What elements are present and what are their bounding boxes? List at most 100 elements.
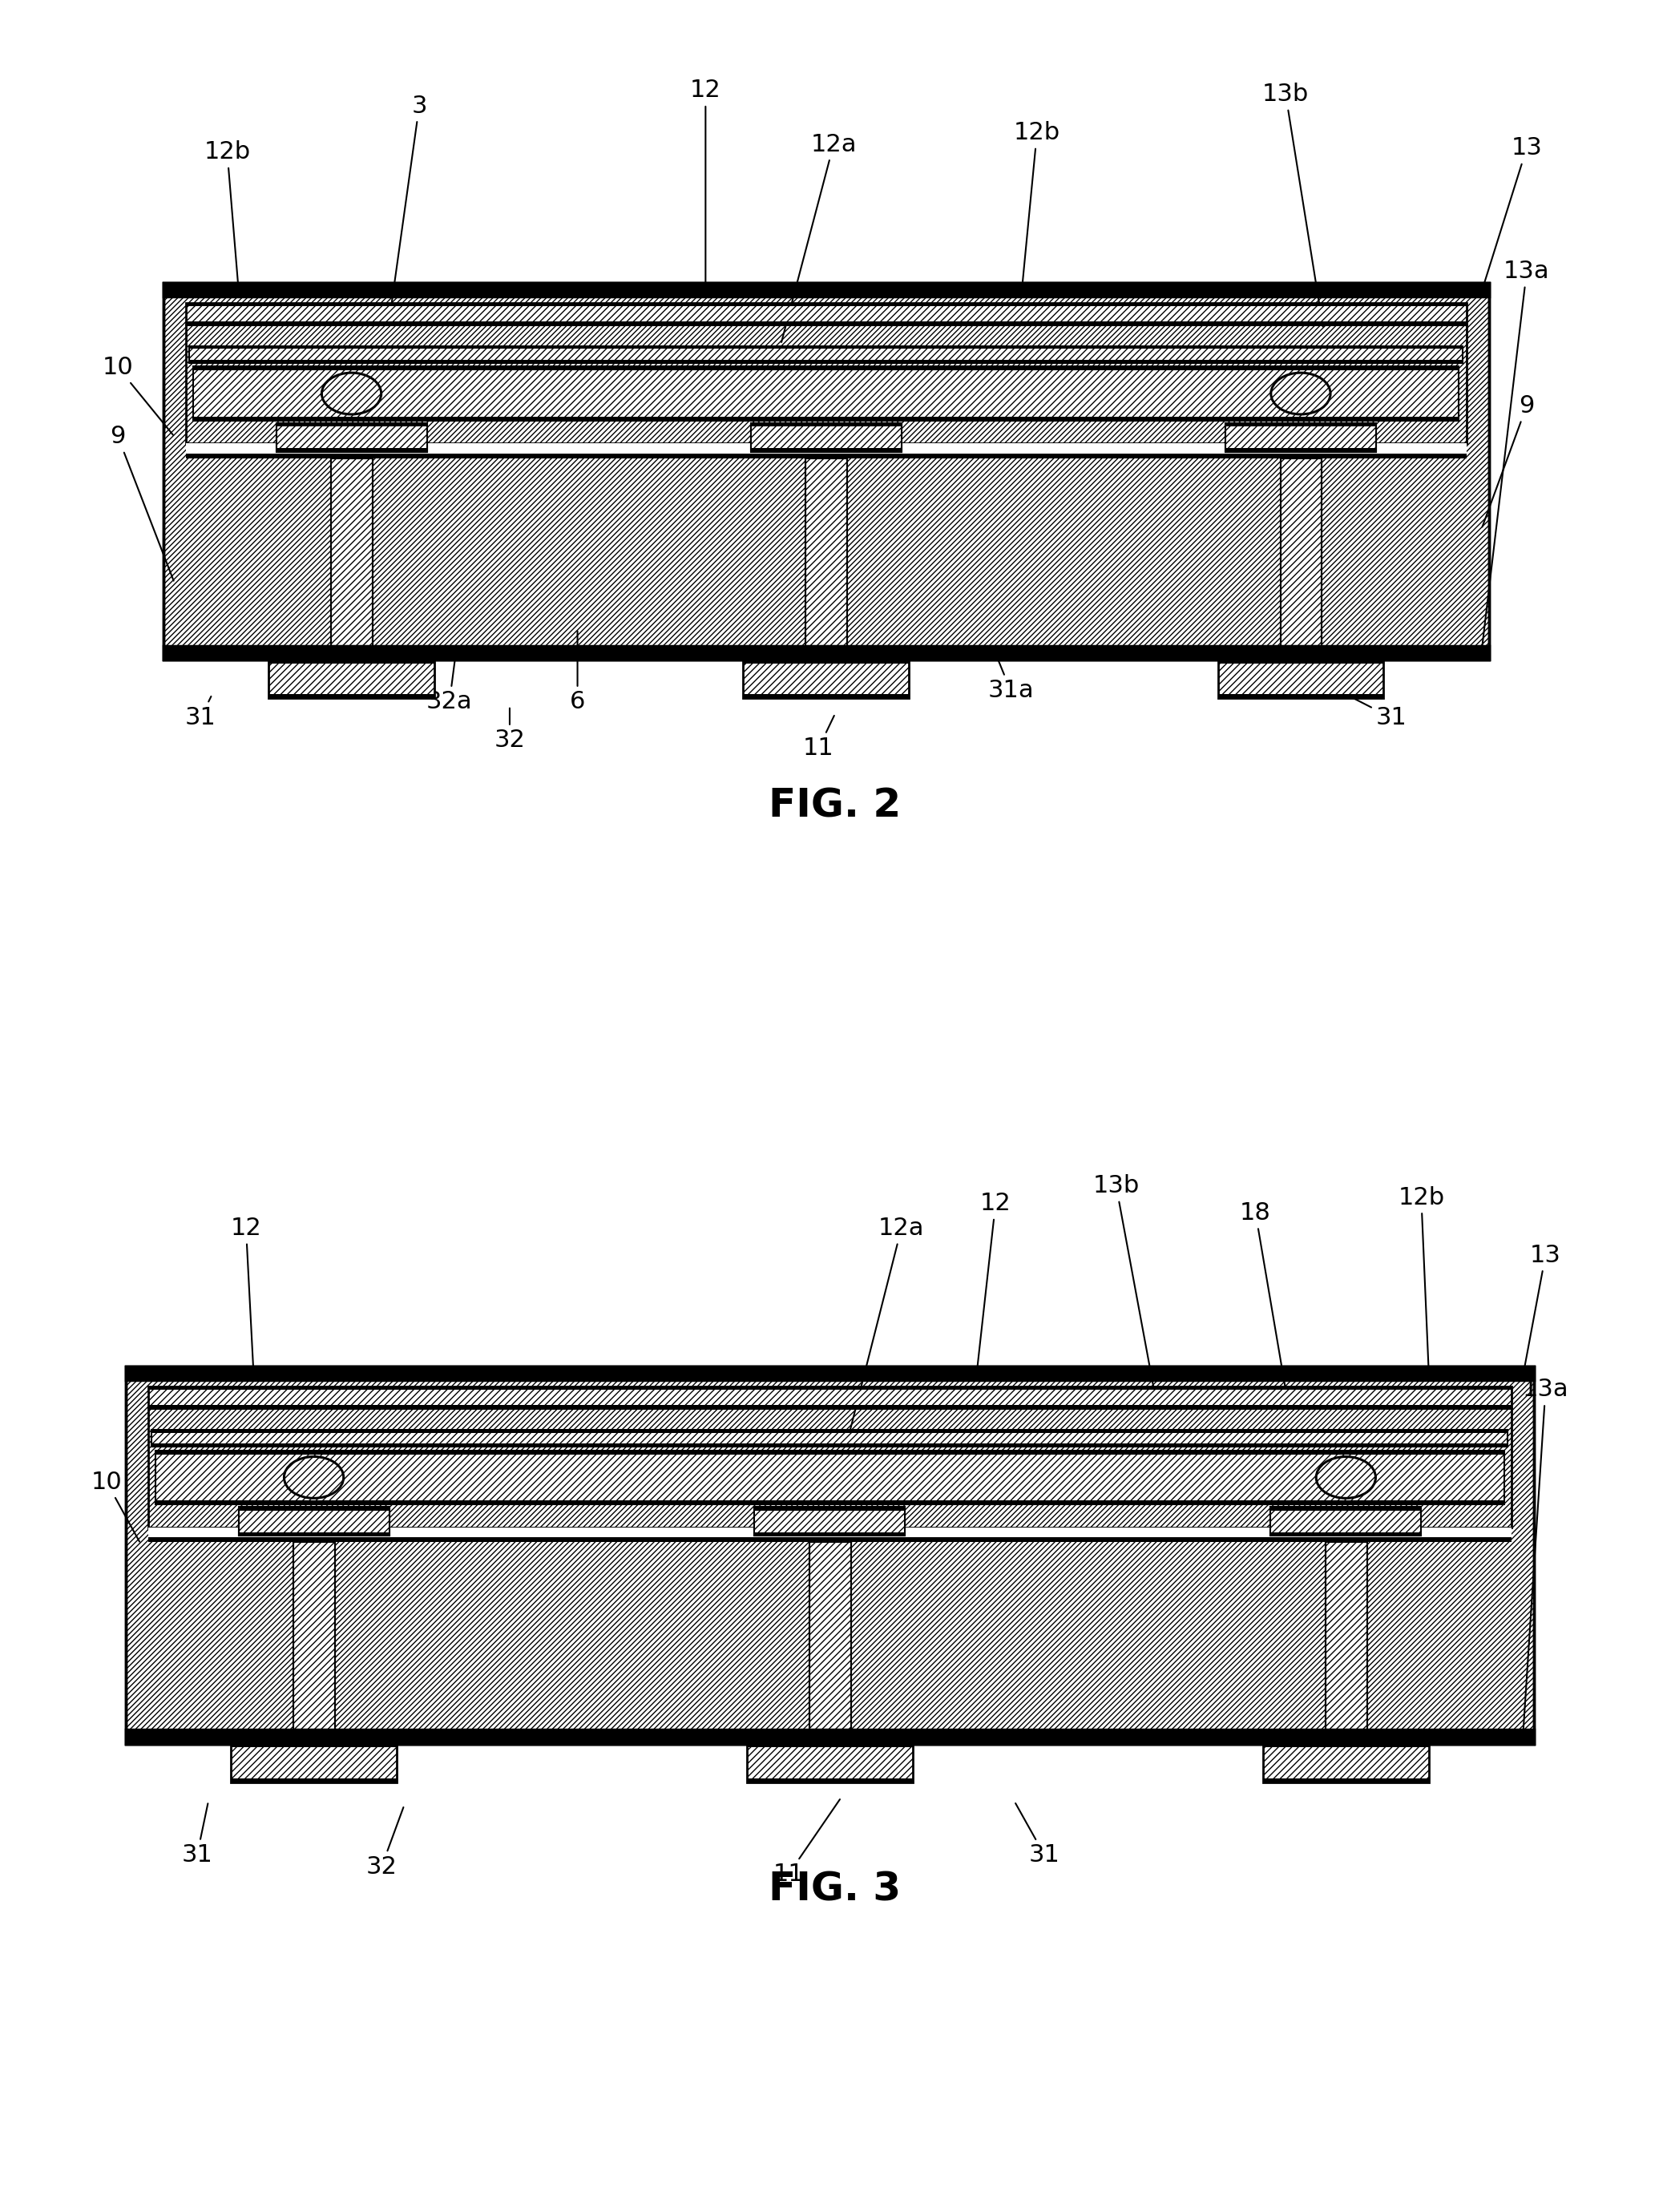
Text: 6: 6 bbox=[570, 630, 585, 714]
Text: 13: 13 bbox=[1482, 137, 1542, 290]
Bar bbox=[149, 1537, 1512, 1542]
Bar bbox=[164, 283, 1489, 659]
Bar bbox=[239, 1506, 389, 1511]
Bar bbox=[239, 1506, 389, 1535]
Bar bbox=[276, 422, 426, 427]
Bar bbox=[231, 1743, 396, 1747]
Bar bbox=[164, 283, 1489, 296]
Bar bbox=[744, 659, 909, 699]
Bar bbox=[1225, 449, 1375, 451]
Bar bbox=[1263, 1743, 1429, 1783]
Bar bbox=[750, 422, 901, 451]
Bar bbox=[1270, 1506, 1422, 1535]
Bar bbox=[185, 303, 1467, 305]
Bar bbox=[185, 453, 1467, 458]
Text: 31: 31 bbox=[185, 697, 216, 730]
Bar bbox=[239, 1506, 389, 1535]
Bar bbox=[185, 303, 1467, 325]
Bar bbox=[1325, 1542, 1367, 1730]
Bar bbox=[1270, 1506, 1422, 1511]
Text: 13a: 13a bbox=[1522, 1378, 1569, 1734]
Bar bbox=[189, 345, 1462, 349]
Bar bbox=[294, 1542, 334, 1730]
Bar bbox=[239, 1533, 389, 1535]
Bar bbox=[269, 659, 434, 664]
Text: 18: 18 bbox=[1240, 1201, 1285, 1387]
Text: 11: 11 bbox=[804, 717, 834, 761]
Bar bbox=[125, 1367, 1534, 1743]
Bar bbox=[1225, 449, 1375, 451]
Bar bbox=[750, 422, 901, 451]
Bar bbox=[276, 449, 426, 451]
Text: 10: 10 bbox=[92, 1471, 139, 1542]
Bar bbox=[231, 1778, 396, 1783]
Bar bbox=[239, 1506, 389, 1511]
Text: 31a: 31a bbox=[292, 646, 348, 701]
Ellipse shape bbox=[284, 1455, 344, 1498]
Ellipse shape bbox=[1315, 1455, 1375, 1498]
Bar bbox=[755, 1506, 906, 1511]
Bar bbox=[1263, 1778, 1429, 1783]
Bar bbox=[744, 695, 909, 699]
Text: 12: 12 bbox=[690, 80, 722, 288]
Bar bbox=[1263, 1743, 1429, 1747]
Bar bbox=[185, 325, 1467, 445]
Text: 12: 12 bbox=[231, 1217, 262, 1371]
Ellipse shape bbox=[1272, 374, 1330, 414]
Bar bbox=[755, 1506, 906, 1535]
Text: 3: 3 bbox=[389, 95, 428, 319]
Bar bbox=[194, 367, 1459, 420]
Text: 31: 31 bbox=[1348, 695, 1407, 730]
Bar bbox=[276, 422, 426, 427]
Bar bbox=[125, 1730, 1534, 1743]
Bar bbox=[185, 453, 1467, 458]
Text: 13: 13 bbox=[1524, 1243, 1561, 1374]
Text: 12a: 12a bbox=[782, 133, 857, 343]
Bar bbox=[1225, 422, 1375, 427]
Bar bbox=[755, 1533, 906, 1535]
Text: 9: 9 bbox=[1482, 394, 1534, 526]
Bar bbox=[149, 1528, 1512, 1537]
Bar bbox=[1218, 659, 1384, 664]
Bar bbox=[149, 1387, 1512, 1409]
Bar bbox=[125, 1367, 1534, 1743]
Bar bbox=[276, 449, 426, 451]
Bar bbox=[189, 345, 1462, 363]
Bar bbox=[149, 1405, 1512, 1409]
Text: 12b: 12b bbox=[1399, 1186, 1444, 1371]
Bar bbox=[164, 283, 1489, 659]
Bar bbox=[750, 422, 901, 427]
Text: FIG. 3: FIG. 3 bbox=[769, 1871, 901, 1909]
Bar bbox=[164, 646, 1489, 659]
Text: 32: 32 bbox=[495, 708, 525, 752]
Bar bbox=[747, 1743, 912, 1747]
Text: 32a: 32a bbox=[426, 646, 473, 714]
Bar bbox=[149, 1528, 1512, 1542]
Bar bbox=[194, 416, 1459, 420]
Bar bbox=[755, 1533, 906, 1535]
Bar bbox=[231, 1743, 396, 1783]
Bar bbox=[152, 1444, 1507, 1447]
Bar bbox=[194, 367, 1459, 369]
Text: 12: 12 bbox=[978, 1192, 1011, 1371]
Bar bbox=[750, 449, 901, 451]
Bar bbox=[185, 445, 1467, 453]
Bar bbox=[1270, 1533, 1422, 1535]
Ellipse shape bbox=[1317, 1458, 1375, 1498]
Text: 31: 31 bbox=[182, 1803, 212, 1867]
Bar bbox=[269, 659, 434, 699]
Bar bbox=[1218, 695, 1384, 699]
Bar bbox=[750, 422, 901, 427]
Ellipse shape bbox=[323, 374, 381, 414]
Bar bbox=[189, 361, 1462, 363]
Bar bbox=[331, 458, 373, 646]
Text: FIG. 2: FIG. 2 bbox=[769, 787, 901, 825]
Bar bbox=[155, 1500, 1504, 1504]
Text: 13b: 13b bbox=[1093, 1175, 1156, 1407]
Text: 11: 11 bbox=[774, 1798, 841, 1887]
Bar bbox=[1225, 422, 1375, 451]
Bar bbox=[1225, 422, 1375, 451]
Text: 12b: 12b bbox=[204, 139, 251, 288]
Bar bbox=[755, 1506, 906, 1511]
Bar bbox=[276, 422, 426, 451]
